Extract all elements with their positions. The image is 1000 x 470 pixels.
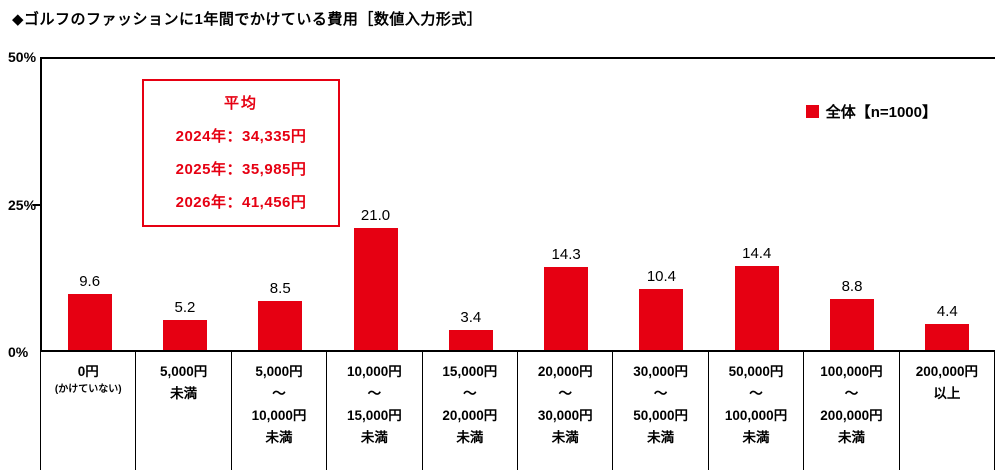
x-category-line: 30,000円 <box>537 408 593 423</box>
legend-label: 全体【n=1000】 <box>825 104 937 121</box>
x-category-line: 200,000円 <box>915 364 979 379</box>
bar <box>162 319 207 350</box>
x-category-line: 30,000円 <box>633 364 689 379</box>
x-category-line: 5,000円 <box>255 364 303 379</box>
x-category-line: 未満 <box>170 386 198 401</box>
x-category-line: 15,000円 <box>347 408 402 423</box>
x-category-line: 〜 <box>463 386 477 401</box>
x-category-line: 50,000円 <box>728 364 784 379</box>
x-category-line: 20,000円 <box>537 364 593 379</box>
bar-value-label: 3.4 <box>460 309 482 327</box>
plot-area: 9.6 5.2 8.5 21.0 3.4 14.3 10.4 14.4 8.8 4.4 平均 20… <box>40 57 995 352</box>
bar-column: 8.8 <box>804 59 899 350</box>
x-category-line: 未満 <box>265 430 293 445</box>
x-category-line: 50,000円 <box>633 408 689 423</box>
bar-value-label: 21.0 <box>360 206 391 224</box>
x-category-line: 未満 <box>456 430 484 445</box>
legend-swatch-icon <box>805 105 819 118</box>
x-category-line: 10,000円 <box>347 364 402 379</box>
annotation-line: 2026年：41,456円 <box>175 194 307 211</box>
x-category-line: 100,000円 <box>724 408 788 423</box>
bar-value-label: 8.8 <box>841 277 863 295</box>
legend: 全体【n=1000】 <box>805 101 937 122</box>
x-category-line: 〜 <box>558 386 572 401</box>
annotation-lines: 2024年：34,335円 2025年：35,985円 2026年：41,456円 <box>144 125 338 212</box>
y-tick-label: 25% <box>8 196 37 213</box>
x-category-line: 5,000円 <box>159 364 208 379</box>
x-category-label: 100,000円〜 200,000円 未満 <box>803 352 898 470</box>
chart-title: ◆ゴルフのファッションに1年間でかけている費用［数値入力形式］ <box>12 11 483 28</box>
y-tick-label: 50% <box>8 49 37 65</box>
bar <box>67 294 112 350</box>
y-tick-label: 0% <box>8 344 29 360</box>
x-category-line: 200,000円 <box>820 408 883 423</box>
bar <box>639 289 684 350</box>
x-category-line: (かけていない) <box>54 384 122 395</box>
x-category-label: 20,000円〜 30,000円 未満 <box>517 352 612 470</box>
x-category-label: 200,000円 以上 <box>898 352 996 470</box>
x-category-label: 30,000円〜 50,000円 未満 <box>612 352 707 470</box>
x-category-line: 〜 <box>272 386 286 401</box>
bar-column: 9.6 <box>42 59 137 350</box>
bar <box>925 324 970 350</box>
bar <box>258 300 303 350</box>
bar-column: 14.4 <box>709 59 804 350</box>
bar-column: 21.0 <box>328 59 423 350</box>
annotation-title: 平均 <box>223 95 258 112</box>
bar <box>544 266 589 350</box>
annotation-line: 2025年：35,985円 <box>175 161 307 178</box>
bar <box>353 227 398 350</box>
bar-value-label: 14.4 <box>742 245 772 263</box>
x-category-line: 未満 <box>360 430 388 445</box>
bar-column: 3.4 <box>423 59 518 350</box>
bar-column: 8.5 <box>233 59 328 350</box>
annotation-line: 2024年：34,335円 <box>175 128 307 145</box>
bar-value-label: 14.3 <box>551 245 581 263</box>
bar-value-label: 10.4 <box>646 268 677 286</box>
x-category-line: 100,000円 <box>820 364 883 379</box>
x-category-line: 未満 <box>647 430 675 445</box>
x-category-line: 未満 <box>551 430 579 445</box>
x-category-line: 〜 <box>749 386 763 401</box>
bar-column: 4.4 <box>900 59 995 350</box>
bar-column: 5.2 <box>137 59 232 350</box>
bar-value-label: 9.6 <box>79 273 101 291</box>
x-category-line: 未満 <box>837 430 865 445</box>
x-category-label: 15,000円〜 20,000円 未満 <box>421 352 517 470</box>
x-category-label: 5,000円〜 10,000円 未満 <box>230 352 326 470</box>
x-category-line: 10,000円 <box>251 408 307 423</box>
bar-column: 10.4 <box>614 59 709 350</box>
x-category-line: 〜 <box>653 386 668 401</box>
x-axis-labels: 0円 (かけていない) 5,000円 未満 5,000円〜 10,000円 未満 10,000… <box>40 352 996 470</box>
x-category-line: 15,000円 <box>442 364 498 379</box>
x-category-line: 0円 <box>77 364 99 379</box>
x-category-line: 〜 <box>367 386 382 401</box>
bar-value-label: 5.2 <box>174 298 196 316</box>
bar-value-label: 8.5 <box>269 279 291 297</box>
x-category-label: 5,000円 未満 <box>135 352 230 470</box>
x-category-label: 50,000円〜 100,000円 未満 <box>707 352 803 470</box>
bar <box>734 266 779 350</box>
x-category-label: 10,000円〜 15,000円 未満 <box>326 352 421 470</box>
bar <box>830 298 875 350</box>
x-category-line: 〜 <box>844 386 859 401</box>
bar-column: 14.3 <box>518 59 613 350</box>
x-category-line: 20,000円 <box>442 408 498 423</box>
average-annotation: 平均 2024年：34,335円 2025年：35,985円 2026年：41,45… <box>142 79 340 227</box>
x-category-line: 以上 <box>933 386 961 401</box>
x-category-label: 0円 (かけていない) <box>40 352 135 470</box>
bars-container: 9.6 5.2 8.5 21.0 3.4 14.3 10.4 14.4 8.8 4.4 <box>42 59 995 350</box>
y-axis-tick <box>33 204 40 206</box>
bar-value-label: 4.4 <box>936 303 958 321</box>
x-category-line: 未満 <box>742 430 770 445</box>
bar <box>448 330 493 350</box>
